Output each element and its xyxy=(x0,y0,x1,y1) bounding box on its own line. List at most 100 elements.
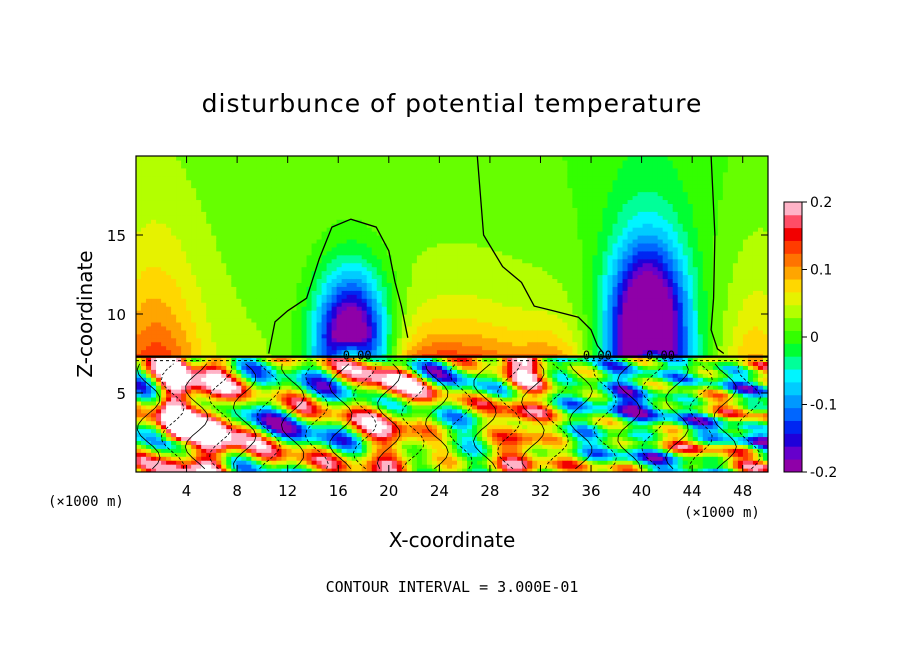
field-cell xyxy=(366,163,373,169)
field-cell xyxy=(236,436,242,441)
field-cell xyxy=(431,396,438,402)
field-cell xyxy=(361,436,368,441)
field-cell xyxy=(411,310,418,315)
field-cell xyxy=(286,163,293,169)
field-cell xyxy=(246,282,252,287)
field-cell xyxy=(191,266,197,272)
field-cell xyxy=(356,345,363,351)
field-cell xyxy=(356,167,363,173)
field-cell xyxy=(406,191,413,197)
field-cell xyxy=(281,306,288,311)
field-cell xyxy=(306,464,313,469)
field-cell xyxy=(436,163,443,169)
field-cell xyxy=(281,227,288,232)
field-cell xyxy=(446,412,453,418)
field-cell xyxy=(356,349,363,355)
field-cell xyxy=(381,349,388,355)
field-cell xyxy=(251,393,257,398)
field-cell xyxy=(246,408,252,414)
field-cell xyxy=(166,270,172,276)
field-cell xyxy=(191,219,197,224)
field-cell xyxy=(366,298,373,303)
field-cell xyxy=(311,290,318,295)
field-cell xyxy=(421,460,428,465)
field-cell xyxy=(381,215,388,220)
field-cell xyxy=(141,227,147,232)
field-cell xyxy=(326,404,333,410)
field-cell xyxy=(401,310,408,315)
field-cell xyxy=(246,211,252,216)
field-cell xyxy=(181,365,187,370)
field-cell xyxy=(226,396,232,402)
field-cell xyxy=(226,317,232,323)
field-cell xyxy=(401,349,408,355)
field-cell xyxy=(241,329,247,335)
field-cell xyxy=(151,385,157,390)
field-cell xyxy=(426,167,433,173)
field-cell xyxy=(271,235,278,240)
field-cell xyxy=(291,270,298,276)
field-cell xyxy=(186,278,192,283)
field-cell xyxy=(231,270,237,276)
field-cell xyxy=(346,175,353,181)
field-cell xyxy=(321,412,328,418)
field-cell xyxy=(311,341,318,347)
field-cell xyxy=(321,321,328,327)
field-cell xyxy=(341,175,348,181)
field-cell xyxy=(191,393,197,398)
field-cell xyxy=(146,167,152,173)
field-cell xyxy=(266,456,273,461)
field-cell xyxy=(191,412,197,418)
field-cell xyxy=(146,404,152,410)
field-cell xyxy=(396,266,403,272)
field-cell xyxy=(216,400,222,406)
field-cell xyxy=(301,238,308,244)
field-cell xyxy=(276,183,283,189)
field-cell xyxy=(411,464,418,469)
field-cell xyxy=(221,238,227,244)
field-cell xyxy=(371,310,378,315)
field-cell xyxy=(391,310,398,315)
field-cell xyxy=(141,412,147,418)
field-cell xyxy=(341,329,348,335)
field-cell xyxy=(431,282,438,287)
field-cell xyxy=(181,242,187,248)
field-cell xyxy=(291,357,298,362)
field-cell xyxy=(166,231,172,236)
field-cell xyxy=(316,246,323,252)
field-cell xyxy=(236,365,242,370)
field-cell xyxy=(251,389,257,394)
field-cell xyxy=(336,345,343,351)
field-cell xyxy=(176,270,182,276)
field-cell xyxy=(161,171,167,177)
field-cell xyxy=(231,223,237,228)
field-cell xyxy=(146,231,152,236)
field-cell xyxy=(286,400,293,406)
field-cell xyxy=(221,223,227,228)
field-cell xyxy=(281,369,288,374)
field-cell xyxy=(411,460,418,465)
field-cell xyxy=(411,175,418,181)
field-cell xyxy=(356,389,363,394)
field-cell xyxy=(401,258,408,264)
field-cell xyxy=(396,191,403,197)
field-cell xyxy=(416,211,423,216)
field-cell xyxy=(136,460,142,465)
field-cell xyxy=(276,282,283,287)
field-cell xyxy=(241,428,247,434)
field-cell xyxy=(281,337,288,343)
field-cell xyxy=(396,156,403,161)
field-cell xyxy=(281,211,288,216)
field-cell xyxy=(146,357,152,362)
field-cell xyxy=(351,440,358,445)
field-cell xyxy=(396,389,403,394)
field-cell xyxy=(256,393,262,398)
field-cell xyxy=(441,219,448,224)
field-cell xyxy=(306,357,313,362)
field-cell xyxy=(386,286,393,291)
field-cell xyxy=(141,306,147,311)
field-cell xyxy=(261,349,268,355)
field-cell xyxy=(326,345,333,351)
field-cell xyxy=(156,242,162,248)
field-cell xyxy=(216,314,222,319)
